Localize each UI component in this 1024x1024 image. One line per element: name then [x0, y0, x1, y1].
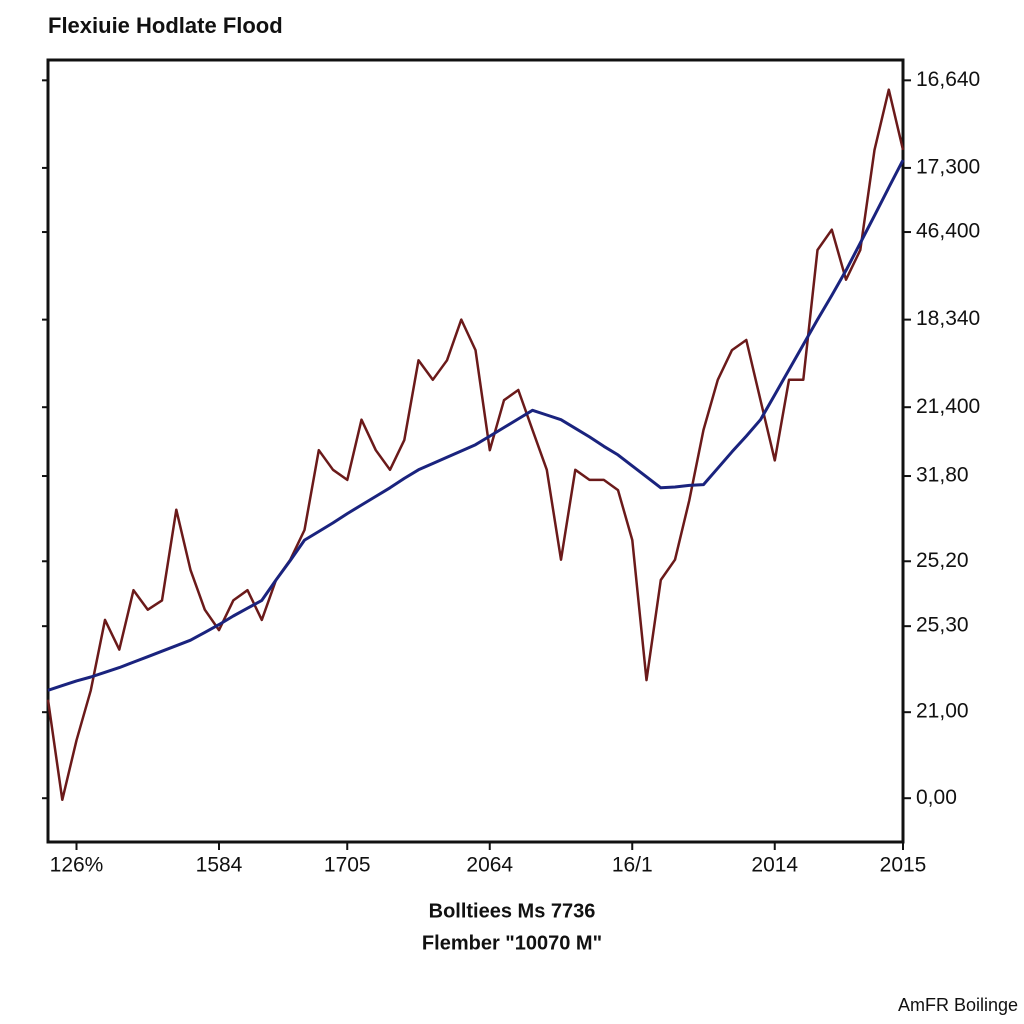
y-tick-label: 17,300	[916, 155, 980, 178]
x-axis-label: Bolltiees Ms 7736	[429, 900, 596, 922]
y-tick-label: 25,20	[916, 549, 969, 572]
annotation: AmFR Boilinge	[898, 995, 1018, 1015]
y-tick-label: 31,80	[916, 464, 969, 487]
y-tick-label: 16,640	[916, 68, 980, 91]
x-axis-label: Flember "10070 M"	[422, 932, 602, 954]
y-tick-label: 21,400	[916, 395, 980, 418]
x-tick-label: 1584	[196, 854, 243, 877]
x-tick-label: 2014	[751, 854, 798, 877]
chart-title: Flexiuie Hodlate Flood	[48, 13, 283, 38]
x-tick-label: 2015	[880, 854, 927, 877]
x-tick-label: 1705	[324, 854, 371, 877]
series-line	[46, 88, 905, 802]
x-tick-label: 126%	[50, 854, 104, 877]
x-tick-label: 16/1	[612, 854, 653, 877]
y-tick-label: 46,400	[916, 220, 980, 243]
x-tick-label: 2064	[466, 854, 513, 877]
y-tick-label: 0,00	[916, 786, 957, 809]
y-tick-label: 21,00	[916, 700, 969, 723]
y-tick-label: 18,340	[916, 307, 980, 330]
y-tick-label: 25,30	[916, 614, 969, 637]
series-line	[47, 159, 905, 692]
plot-frame	[46, 58, 905, 844]
